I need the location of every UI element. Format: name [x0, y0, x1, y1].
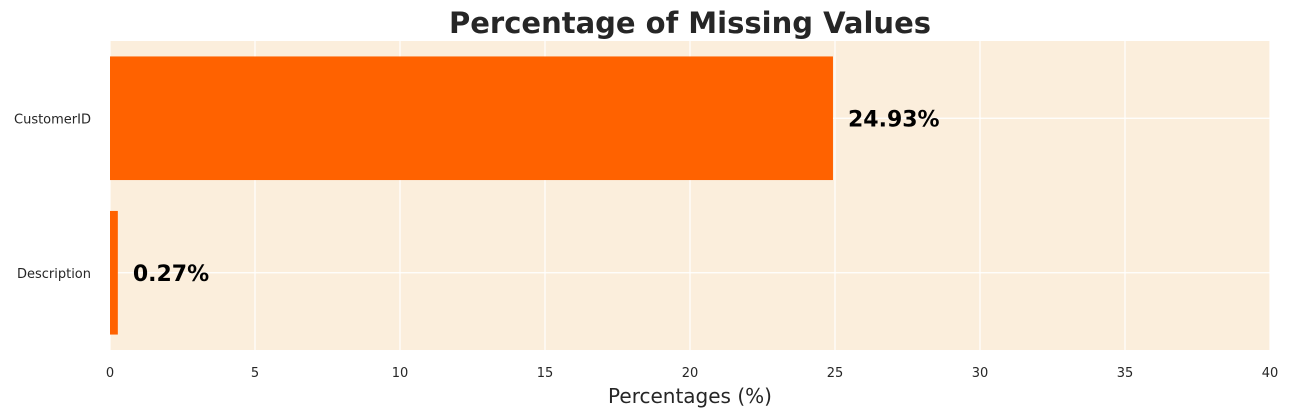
data-label-description: 0.27%: [133, 262, 209, 287]
data-labels: 24.93% 0.27%: [133, 107, 940, 287]
x-tick-label: 35: [1117, 366, 1134, 381]
y-tick-label: Description: [17, 267, 91, 282]
x-tick-label: 30: [972, 366, 989, 381]
bar-description: [110, 210, 118, 335]
x-tick-label: 5: [251, 366, 259, 381]
y-tick-label: CustomerID: [14, 112, 91, 127]
x-axis-ticks: 0 5 10 15 20 25 30 35 40: [106, 366, 1278, 381]
bar-customerid: [110, 56, 833, 181]
x-tick-label: 0: [106, 366, 114, 381]
x-axis-label: Percentages (%): [608, 384, 772, 408]
data-label-customerid: 24.93%: [848, 107, 940, 132]
x-tick-label: 20: [682, 366, 699, 381]
x-tick-label: 40: [1262, 366, 1279, 381]
chart-title: Percentage of Missing Values: [449, 6, 931, 40]
x-tick-label: 10: [392, 366, 409, 381]
x-tick-label: 25: [827, 366, 844, 381]
bars: [110, 56, 833, 335]
y-axis-ticks: CustomerID Description: [14, 112, 91, 282]
x-tick-label: 15: [537, 366, 554, 381]
